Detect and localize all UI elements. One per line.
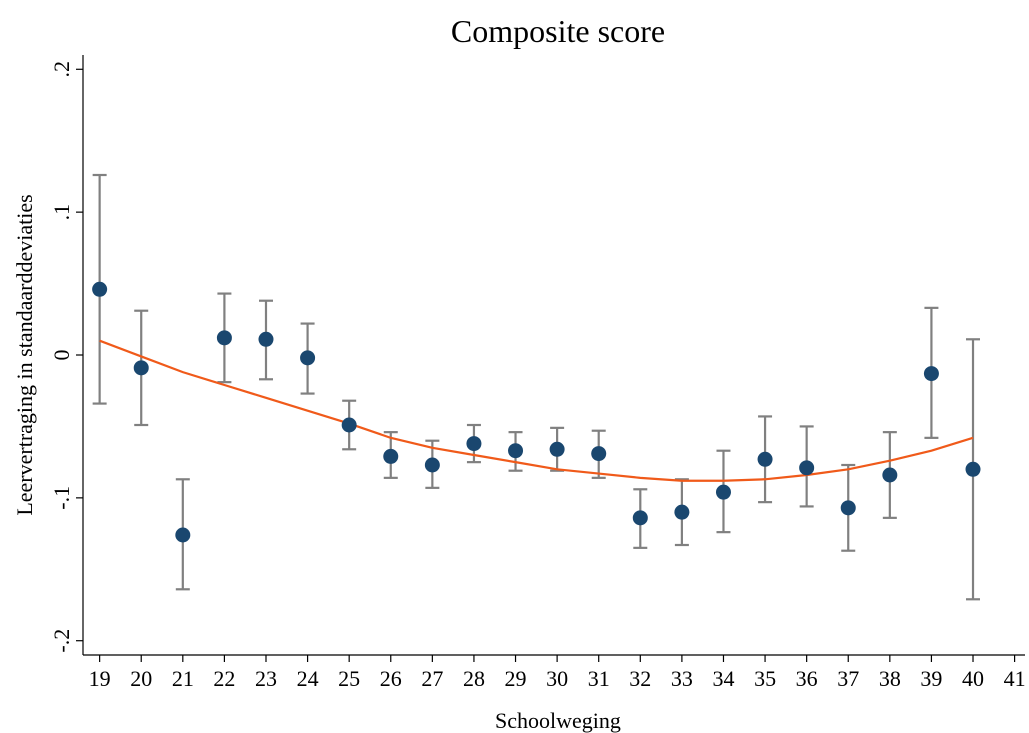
y-axis-label: Leervertraging in standaarddeviaties bbox=[12, 194, 37, 515]
point bbox=[133, 360, 149, 376]
point bbox=[549, 441, 565, 457]
point bbox=[674, 504, 690, 520]
point bbox=[258, 331, 274, 347]
point bbox=[799, 460, 815, 476]
point bbox=[882, 467, 898, 483]
x-tick-label: 25 bbox=[338, 666, 360, 691]
x-tick-label: 19 bbox=[89, 666, 111, 691]
point bbox=[591, 446, 607, 462]
x-tick-label: 39 bbox=[920, 666, 942, 691]
chart-title: Composite score bbox=[451, 13, 665, 49]
point bbox=[383, 448, 399, 464]
point bbox=[965, 461, 981, 477]
x-tick-label: 26 bbox=[380, 666, 402, 691]
x-tick-label: 29 bbox=[505, 666, 527, 691]
point bbox=[424, 457, 440, 473]
point bbox=[923, 366, 939, 382]
x-tick-label: 37 bbox=[837, 666, 859, 691]
point bbox=[300, 350, 316, 366]
point bbox=[92, 281, 108, 297]
y-tick-label: .2 bbox=[49, 61, 74, 78]
x-tick-label: 30 bbox=[546, 666, 568, 691]
x-tick-label: 40 bbox=[962, 666, 984, 691]
x-tick-label: 38 bbox=[879, 666, 901, 691]
x-tick-label: 32 bbox=[629, 666, 651, 691]
x-tick-label: 36 bbox=[796, 666, 818, 691]
x-tick-label: 24 bbox=[297, 666, 319, 691]
y-tick-label: .1 bbox=[49, 204, 74, 221]
point bbox=[466, 436, 482, 452]
x-tick-label: 21 bbox=[172, 666, 194, 691]
fit-line bbox=[99, 339, 974, 482]
point bbox=[840, 500, 856, 516]
y-tick-label: -.2 bbox=[49, 629, 74, 653]
y-tick-label: 0 bbox=[49, 350, 74, 361]
x-tick-label: 35 bbox=[754, 666, 776, 691]
x-tick-label: 22 bbox=[213, 666, 235, 691]
y-tick-label: -.1 bbox=[49, 486, 74, 510]
x-tick-label: 23 bbox=[255, 666, 277, 691]
x-axis-label: Schoolweging bbox=[495, 708, 621, 733]
x-tick-label: 28 bbox=[463, 666, 485, 691]
point bbox=[757, 451, 773, 467]
x-tick-label: 41 bbox=[1004, 666, 1026, 691]
x-tick-label: 20 bbox=[130, 666, 152, 691]
point bbox=[216, 330, 232, 346]
x-tick-label: 31 bbox=[588, 666, 610, 691]
x-tick-label: 33 bbox=[671, 666, 693, 691]
point bbox=[341, 417, 357, 433]
x-tick-label: 27 bbox=[421, 666, 443, 691]
point bbox=[175, 527, 191, 543]
point bbox=[632, 510, 648, 526]
point bbox=[715, 484, 731, 500]
x-tick-label: 34 bbox=[712, 666, 734, 691]
point bbox=[508, 443, 524, 459]
